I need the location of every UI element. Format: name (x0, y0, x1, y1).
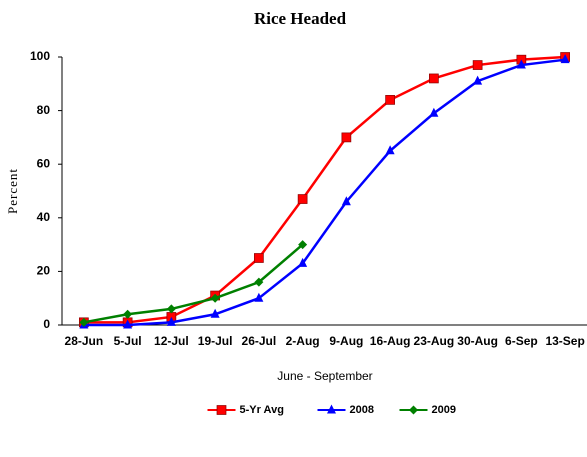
data-point (298, 240, 308, 250)
data-point (429, 73, 439, 84)
y-tick-label: 0 (43, 317, 50, 331)
y-tick-label: 80 (37, 103, 51, 117)
x-tick-label: 16-Aug (370, 334, 411, 348)
legend-label: 2008 (350, 404, 374, 416)
y-axis-label: Percent (5, 168, 20, 214)
x-tick-label: 26-Jul (242, 334, 277, 348)
y-tick-label: 40 (37, 210, 51, 224)
x-tick-label: 23-Aug (414, 334, 455, 348)
data-point (210, 308, 220, 318)
data-point (385, 145, 395, 155)
data-point (79, 317, 89, 327)
y-tick-label: 60 (37, 156, 51, 170)
x-tick-label: 9-Aug (329, 334, 363, 348)
data-point (516, 59, 526, 69)
legend-label: 5-Yr Avg (240, 404, 284, 416)
data-point (166, 316, 176, 326)
y-tick-label: 20 (37, 264, 51, 278)
x-tick-label: 5-Jul (114, 334, 142, 348)
x-tick-label: 2-Aug (286, 334, 320, 348)
data-point (297, 194, 308, 204)
x-tick-label: 28-Jun (65, 334, 104, 348)
data-point (472, 60, 483, 70)
data-point (254, 292, 264, 302)
legend-marker (216, 405, 227, 415)
x-tick-label: 30-Aug (457, 334, 498, 348)
chart-title: Rice Headed (254, 9, 347, 28)
data-point (254, 253, 264, 263)
x-tick-label: 13-Sep (545, 334, 584, 348)
data-point (341, 132, 352, 143)
series-line (83, 55, 566, 324)
data-point (298, 257, 308, 267)
data-point (385, 95, 395, 105)
data-point (123, 309, 133, 319)
series-line (83, 243, 304, 324)
data-point (254, 277, 264, 287)
y-tick-label: 100 (30, 49, 50, 63)
legend-marker (327, 404, 336, 414)
data-point (429, 107, 439, 117)
legend-label: 2009 (432, 404, 456, 416)
x-tick-label: 19-Jul (198, 334, 233, 348)
data-point (123, 319, 133, 329)
x-tick-label: 12-Jul (154, 334, 189, 348)
legend-marker (409, 405, 418, 415)
data-point (560, 54, 570, 64)
data-point (473, 75, 483, 85)
x-tick-label: 6-Sep (505, 334, 538, 348)
series-line (83, 58, 566, 327)
data-point (341, 196, 351, 206)
data-point (166, 304, 176, 314)
data-point (210, 293, 220, 303)
x-axis-label: June - September (277, 369, 372, 383)
